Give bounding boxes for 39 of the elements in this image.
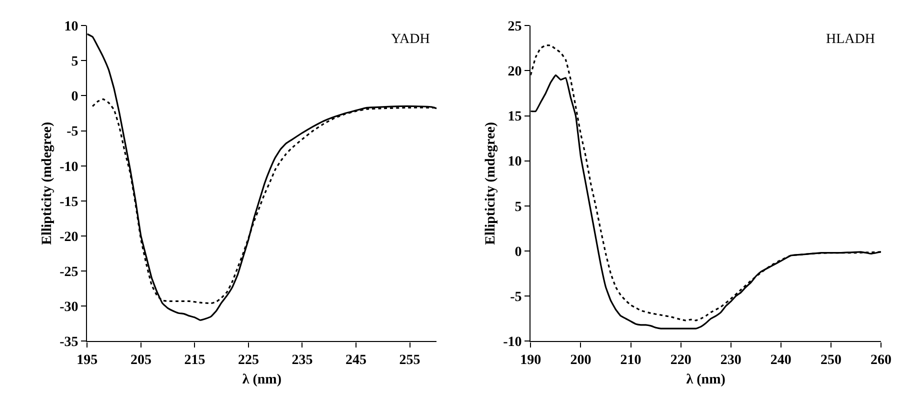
x-tick-label: 205 — [130, 353, 152, 368]
y-tick-label: 20 — [508, 64, 522, 80]
y-tick-label: -20 — [60, 230, 78, 245]
y-tick-label: -5 — [66, 124, 78, 140]
y-tick-label: 15 — [508, 110, 522, 125]
y-tick-label: -30 — [60, 300, 78, 315]
y-tick-label: -5 — [510, 290, 522, 305]
y-tick-label: 25 — [508, 20, 522, 34]
y-tick-label: -35 — [60, 335, 78, 350]
y-tick-label: -15 — [60, 194, 78, 210]
x-tick-label: 190 — [520, 353, 542, 368]
x-tick-label: 240 — [770, 353, 792, 368]
y-tick-label: 0 — [514, 244, 522, 260]
x-tick-label: 250 — [820, 353, 842, 368]
y-tick-label: -10 — [60, 160, 78, 175]
x-tick-label: 200 — [570, 353, 592, 368]
x-axis-title: λ (nm) — [242, 372, 282, 388]
y-tick-label: 10 — [508, 154, 522, 170]
y-tick-label: 5 — [71, 54, 78, 70]
x-tick-label: 245 — [346, 353, 366, 368]
x-tick-label: 215 — [184, 353, 206, 368]
x-tick-label: 220 — [670, 353, 692, 368]
x-tick-label: 255 — [399, 353, 420, 368]
y-tick-label: 0 — [71, 90, 78, 105]
y-tick-label: -10 — [503, 335, 522, 350]
y-tick-label: -25 — [60, 264, 78, 280]
x-axis-title: λ (nm) — [686, 372, 726, 388]
y-axis-title: Ellipticity (mdegree) — [40, 122, 56, 245]
x-tick-label: 235 — [292, 353, 313, 368]
y-axis-title: Ellipticity (mdegree) — [484, 122, 499, 245]
y-tick-label: 5 — [514, 200, 522, 215]
x-tick-label: 260 — [870, 353, 892, 368]
annotation: YADH — [391, 32, 430, 47]
x-tick-label: 210 — [620, 353, 642, 368]
y-tick-label: 10 — [64, 20, 78, 34]
x-tick-label: 230 — [720, 353, 742, 368]
annotation: HLADH — [826, 32, 875, 47]
x-tick-label: 225 — [238, 353, 259, 368]
x-tick-label: 195 — [76, 353, 98, 368]
